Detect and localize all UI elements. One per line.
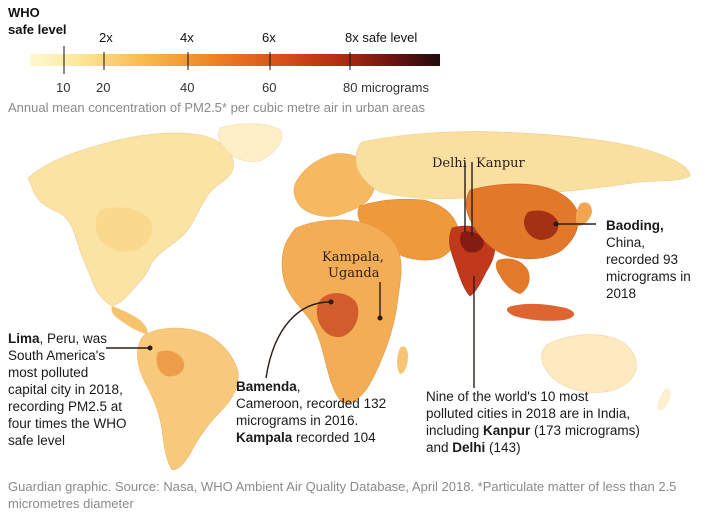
india-l4-bold: Delhi	[452, 440, 486, 455]
lima-line3: capital city in 2018,	[8, 382, 123, 397]
madagascar	[397, 346, 408, 374]
kampala-rest: recorded 104	[292, 430, 376, 445]
footer-line2: micrometres diameter	[8, 496, 134, 511]
baoding-line2: recorded 93	[606, 252, 679, 267]
legend-tick-label-10: 10	[56, 80, 71, 95]
southeast-asia	[495, 258, 530, 294]
annotation-bamenda: Bamenda, Cameroon, recorded 132 microgra…	[236, 378, 416, 446]
bamenda-line3: Kampala recorded 104	[236, 429, 416, 446]
connector-bamenda	[265, 301, 331, 379]
japan	[575, 202, 592, 226]
europe	[293, 153, 376, 217]
legend-tick-label-80: 80 micrograms	[343, 80, 429, 95]
lima-line0: Lima, Peru, was	[8, 330, 158, 347]
lima-bold: Lima	[8, 331, 40, 346]
legend-multiple-8x: 8x safe level	[345, 30, 418, 45]
label-kampala-line1: Kampala,	[322, 250, 384, 265]
india-l3-post: (173 micrograms)	[530, 423, 640, 438]
legend-multiple-2x: 2x	[99, 30, 113, 45]
lima-line4: recording PM2.5 at	[8, 399, 123, 414]
india-line4: and Delhi (143)	[426, 439, 666, 456]
central-america	[111, 306, 148, 334]
marker-baoding	[553, 221, 559, 227]
legend-tick-label-60: 60	[262, 80, 277, 95]
legend-tick-label-40: 40	[180, 80, 195, 95]
world-pollution-map	[27, 123, 691, 470]
south-america-hotspot	[156, 350, 185, 377]
india-hotspot	[460, 231, 484, 253]
legend-who-line2: safe level	[8, 22, 67, 37]
lima-line1: South America's	[8, 348, 106, 363]
legend-tick-label-20: 20	[96, 80, 111, 95]
lima-line5: four times the WHO	[8, 416, 127, 431]
indonesia	[506, 303, 575, 321]
legend-who-label: WHO safe level	[8, 4, 67, 38]
footer: Guardian graphic. Source: Nasa, WHO Ambi…	[8, 478, 716, 512]
kampala-bold: Kampala	[236, 430, 293, 445]
subtitle: Annual mean concentration of PM2.5* per …	[8, 100, 425, 115]
baoding-line4: 2018	[606, 286, 637, 301]
greenland	[218, 123, 282, 162]
legend-who-line1: WHO	[8, 5, 40, 20]
label-delhi: Delhi	[432, 156, 467, 171]
annotation-india: Nine of the world's 10 most polluted cit…	[426, 388, 666, 456]
baoding-line3: micrograms in	[606, 269, 691, 284]
marker-lima	[147, 345, 153, 351]
bamenda-bold: Bamenda	[236, 379, 297, 394]
legend-multiple-4x: 4x	[180, 30, 194, 45]
annotation-baoding: Baoding, China, recorded 93 micrograms i…	[606, 217, 716, 302]
label-kampala-line2: Uganda	[328, 266, 380, 281]
legend-multiple-6x: 6x	[262, 30, 276, 45]
legend-color-scale	[30, 46, 440, 74]
india-line2: polluted cities in 2018 are in India,	[426, 406, 631, 421]
baoding-line1: China,	[606, 235, 646, 250]
india-l3-bold: Kanpur	[483, 423, 531, 438]
india-l4-post: (143)	[485, 440, 521, 455]
new-zealand	[657, 388, 671, 411]
russia	[355, 131, 691, 200]
lima-line6: safe level	[8, 433, 66, 448]
india-l3-pre: including	[426, 423, 484, 438]
india-line1: Nine of the world's 10 most	[426, 389, 589, 404]
india-l4-pre: and	[426, 440, 453, 455]
baoding-title: Baoding,	[606, 218, 664, 233]
marker-bamenda	[328, 299, 334, 305]
india-line3: including Kanpur (173 micrograms)	[426, 422, 666, 439]
north-america-interior	[95, 207, 153, 252]
lima-first-rest: , Peru, was	[39, 331, 108, 346]
bamenda-line0: Bamenda,	[236, 378, 416, 395]
annotation-lima: Lima, Peru, was South America's most pol…	[8, 330, 158, 449]
australia	[541, 334, 637, 393]
legend-gradient-bar	[30, 54, 440, 66]
bamenda-line1: Cameroon, recorded 132	[236, 396, 387, 411]
china-hotspot	[524, 210, 559, 240]
label-kampala: Kampala, Uganda	[322, 250, 384, 282]
africa-hotspot	[316, 293, 359, 338]
marker-kampala	[377, 315, 383, 321]
bamenda-line2: micrograms in 2016.	[236, 413, 359, 428]
footer-line1: Guardian graphic. Source: Nasa, WHO Ambi…	[8, 479, 677, 494]
lima-line2: most polluted	[8, 365, 89, 380]
china	[465, 183, 579, 260]
label-kanpur: Kanpur	[476, 156, 525, 171]
bamenda-first-rest: ,	[296, 379, 301, 394]
